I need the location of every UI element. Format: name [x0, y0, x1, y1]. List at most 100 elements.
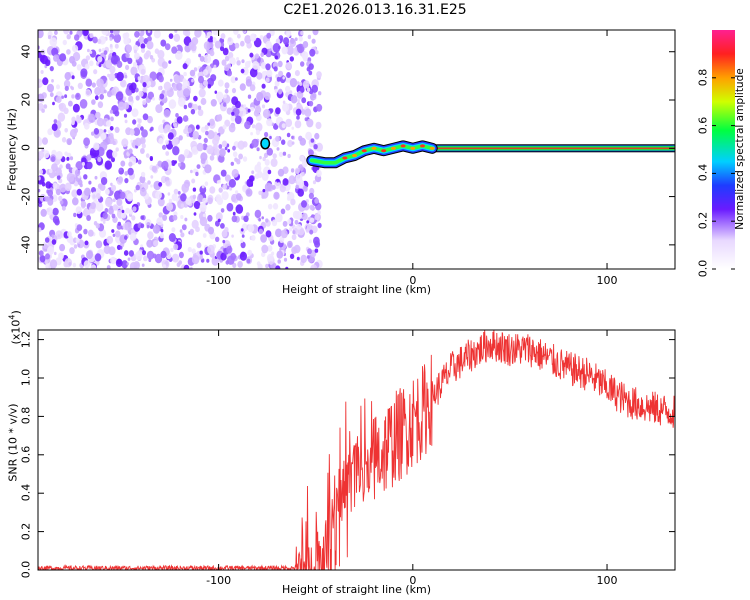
noise-speckle [269, 261, 273, 265]
noise-speckle [285, 85, 291, 93]
noise-speckle [48, 168, 53, 174]
noise-speckle [142, 250, 146, 256]
noise-speckle [44, 260, 48, 264]
spectrogram-panel [37, 29, 676, 270]
noise-speckle [291, 126, 295, 130]
noise-speckle [301, 97, 307, 104]
noise-speckle [174, 30, 178, 33]
noise-speckle [273, 66, 278, 72]
noise-speckle [200, 126, 206, 133]
noise-speckle [71, 189, 78, 198]
noise-speckle [251, 170, 255, 175]
noise-speckle [91, 82, 96, 88]
noise-speckle [243, 215, 249, 223]
noise-speckle [131, 108, 139, 117]
noise-speckle [182, 63, 188, 70]
noise-speckle [251, 235, 256, 241]
noise-speckle [275, 265, 281, 269]
noise-speckle [282, 151, 287, 156]
noise-speckle [261, 195, 265, 199]
noise-speckle [199, 55, 205, 62]
noise-speckle [146, 40, 154, 50]
noise-speckle [47, 35, 52, 40]
noise-speckle [192, 103, 198, 111]
noise-speckle [220, 169, 227, 177]
noise-speckle [265, 40, 272, 49]
noise-speckle [249, 84, 256, 92]
noise-speckle [140, 43, 146, 49]
noise-speckle [52, 101, 55, 106]
noise-speckle [274, 55, 278, 60]
noise-speckle [199, 216, 208, 227]
noise-speckle [38, 176, 41, 181]
track-hotspot [429, 146, 435, 150]
noise-speckle [236, 60, 241, 66]
noise-speckle [267, 245, 273, 252]
noise-speckle [147, 30, 151, 33]
noise-speckle [73, 212, 77, 218]
noise-speckle [286, 72, 291, 78]
noise-speckle [44, 237, 50, 243]
noise-speckle [93, 221, 98, 226]
noise-speckle [278, 70, 284, 77]
noise-speckle [296, 43, 305, 54]
noise-speckle [53, 119, 57, 124]
noise-speckle [49, 37, 58, 47]
noise-speckle [259, 35, 264, 40]
noise-speckle [206, 145, 214, 155]
noise-speckle [282, 76, 286, 80]
noise-speckle [300, 61, 305, 67]
x-tick-label: 0 [409, 574, 417, 587]
track-hotspot [420, 144, 426, 148]
noise-speckle [213, 64, 217, 69]
noise-speckle [120, 79, 127, 88]
noise-speckle [306, 118, 314, 128]
noise-speckle [215, 220, 220, 227]
noise-speckle [130, 66, 138, 76]
noise-speckle [226, 70, 232, 77]
noise-speckle [301, 212, 308, 221]
noise-speckle [221, 59, 227, 66]
noise-speckle [270, 158, 278, 168]
noise-speckle [77, 82, 83, 90]
noise-speckle [226, 107, 233, 115]
noise-speckle [145, 30, 153, 37]
noise-speckle [182, 30, 188, 36]
noise-speckle [204, 164, 212, 174]
noise-speckle [222, 239, 226, 244]
noise-speckle [110, 184, 117, 192]
noise-speckle [96, 202, 104, 212]
noise-speckle [91, 148, 100, 158]
noise-speckle [226, 245, 233, 254]
noise-speckle [115, 230, 121, 238]
noise-speckle [168, 99, 177, 109]
noise-speckle [140, 171, 146, 178]
noise-speckle [96, 78, 104, 88]
noise-speckle [285, 62, 292, 70]
noise-speckle [244, 121, 251, 130]
noise-speckle [264, 131, 269, 138]
noise-speckle [59, 53, 67, 62]
colorbar-label: Normalized spectral amplitude [734, 68, 746, 230]
noise-speckle [234, 157, 238, 162]
noise-speckle [160, 39, 167, 47]
noise-speckle [69, 247, 75, 255]
noise-speckle [137, 118, 142, 124]
noise-speckle [173, 33, 181, 43]
noise-speckle [214, 90, 218, 94]
noise-speckle [86, 250, 93, 260]
noise-speckle [71, 75, 75, 80]
noise-speckle [88, 113, 96, 124]
noise-speckle [298, 135, 303, 142]
noise-speckle [113, 33, 122, 43]
noise-speckle [104, 197, 113, 207]
noise-speckle [180, 193, 187, 202]
noise-speckle [116, 198, 123, 206]
noise-speckle [142, 113, 149, 121]
noise-speckle [244, 35, 252, 44]
noise-speckle [247, 249, 253, 256]
noise-speckle [116, 60, 123, 68]
noise-speckle [199, 185, 207, 194]
noise-speckle [195, 124, 200, 130]
